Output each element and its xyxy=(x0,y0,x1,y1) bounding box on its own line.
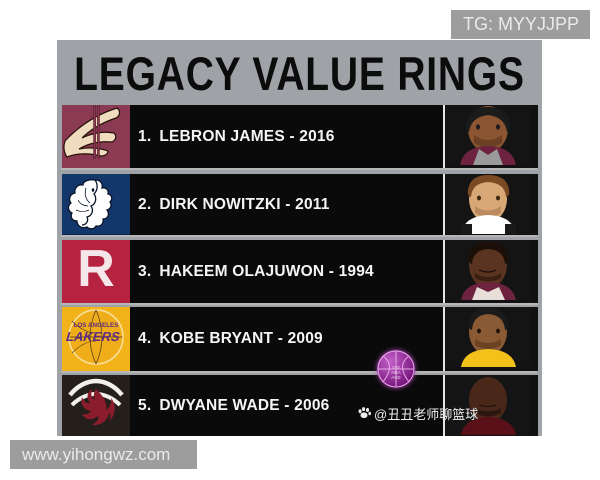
svg-text:LOS ANGELES: LOS ANGELES xyxy=(74,322,119,329)
svg-text:R: R xyxy=(77,240,115,298)
svg-text:AGE: AGE xyxy=(391,375,401,380)
svg-text:LAKERS: LAKERS xyxy=(65,329,120,344)
